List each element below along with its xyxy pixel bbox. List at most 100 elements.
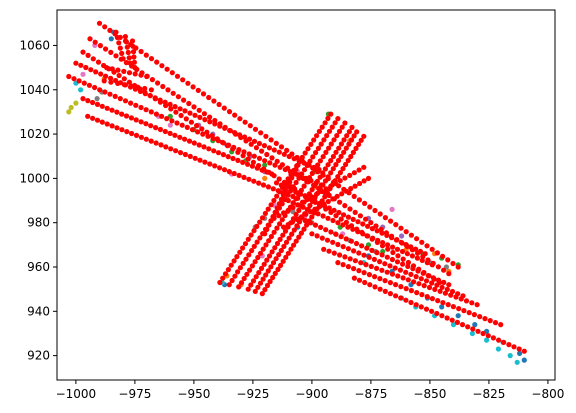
data-point-red <box>289 231 295 237</box>
data-point-red <box>485 333 491 339</box>
data-point-red <box>432 286 438 292</box>
data-point-red <box>95 59 102 65</box>
data-point-red <box>243 256 249 262</box>
data-point-red <box>369 226 375 232</box>
data-point-red <box>437 288 443 294</box>
data-point-red <box>241 275 247 282</box>
data-point-red <box>212 163 218 169</box>
data-point-red <box>320 154 326 160</box>
data-point-red <box>274 158 280 164</box>
data-point-red <box>232 112 238 118</box>
data-point-red <box>160 83 166 90</box>
data-point-red <box>280 232 286 238</box>
data-point-red <box>322 120 328 126</box>
data-point-red <box>272 245 278 251</box>
data-point-red <box>245 236 251 242</box>
data-point-red <box>148 109 154 115</box>
data-point-red <box>257 280 264 286</box>
data-point-red <box>299 199 306 205</box>
data-point-red <box>291 242 297 248</box>
data-point-red <box>281 151 287 157</box>
data-point-red <box>323 186 329 192</box>
data-point-red <box>182 151 188 158</box>
data-point-red <box>330 153 336 160</box>
data-point-red <box>408 299 414 306</box>
data-point-red <box>309 170 315 176</box>
data-point-red <box>159 63 165 69</box>
data-point-red <box>263 242 269 248</box>
data-point-red <box>185 80 191 86</box>
data-point-red <box>394 246 401 252</box>
data-point-red <box>83 64 89 71</box>
data-point-red <box>237 132 243 138</box>
data-point-red <box>325 115 331 121</box>
data-point-red <box>117 96 123 102</box>
data-point-red <box>344 133 350 139</box>
data-point-red <box>291 171 297 177</box>
data-point-red <box>360 231 366 237</box>
data-point-red <box>393 237 399 243</box>
data-point-red <box>361 270 367 276</box>
data-point-red <box>343 161 349 168</box>
data-point-red <box>293 196 299 202</box>
data-point-red <box>348 186 354 192</box>
data-point-red <box>241 174 247 180</box>
data-point-blue <box>521 357 527 363</box>
data-point-red <box>130 43 136 49</box>
data-point-red <box>456 306 462 312</box>
data-point-red <box>109 123 115 129</box>
data-point-red <box>408 244 414 250</box>
data-point-red <box>240 260 246 266</box>
data-point-red <box>215 150 222 156</box>
x-tick-label: −850 <box>413 387 446 401</box>
data-point-red <box>268 264 274 270</box>
data-point-red <box>348 238 354 244</box>
data-point-red <box>126 55 132 61</box>
data-point-red <box>345 246 351 252</box>
data-point-red <box>318 141 324 147</box>
data-point-red <box>445 302 451 308</box>
data-point-red <box>163 144 169 150</box>
data-point-red <box>256 140 262 147</box>
data-point-red <box>137 88 143 94</box>
data-point-red <box>217 165 223 171</box>
data-point-red <box>210 135 216 142</box>
data-point-red <box>102 89 108 95</box>
data-point-red <box>356 141 362 147</box>
data-point-red <box>397 267 403 273</box>
data-point-red <box>119 127 125 133</box>
data-point-red <box>205 133 211 139</box>
data-point-red <box>195 129 201 135</box>
data-point-red <box>153 125 159 131</box>
data-point-red <box>184 124 190 130</box>
data-point-red <box>340 222 346 228</box>
data-point-red <box>158 142 164 148</box>
data-point-red <box>116 40 122 46</box>
data-point-red <box>271 229 277 235</box>
data-point-red <box>234 254 240 260</box>
data-point-red <box>132 71 138 77</box>
data-point-red <box>119 111 125 117</box>
data-point-red <box>262 158 268 164</box>
data-point-red <box>429 308 435 314</box>
data-point-red <box>361 164 367 170</box>
data-point-red <box>353 145 359 151</box>
data-point-red <box>385 246 391 252</box>
data-point-red <box>403 229 409 235</box>
data-point-red <box>206 146 212 152</box>
data-point-red <box>410 266 416 272</box>
data-point-red <box>97 43 103 49</box>
data-point-red <box>414 255 420 261</box>
data-point-red <box>319 124 325 130</box>
data-point-red <box>374 265 380 271</box>
data-point-red <box>398 295 404 301</box>
data-point-red <box>154 59 160 65</box>
data-point-red <box>365 233 371 239</box>
data-point-red <box>162 128 168 135</box>
data-point-red <box>120 56 126 62</box>
data-point-red <box>123 39 129 45</box>
data-point-red <box>90 56 96 62</box>
data-point-red <box>249 163 255 169</box>
data-point-red <box>324 133 330 139</box>
data-point-red <box>442 290 448 296</box>
